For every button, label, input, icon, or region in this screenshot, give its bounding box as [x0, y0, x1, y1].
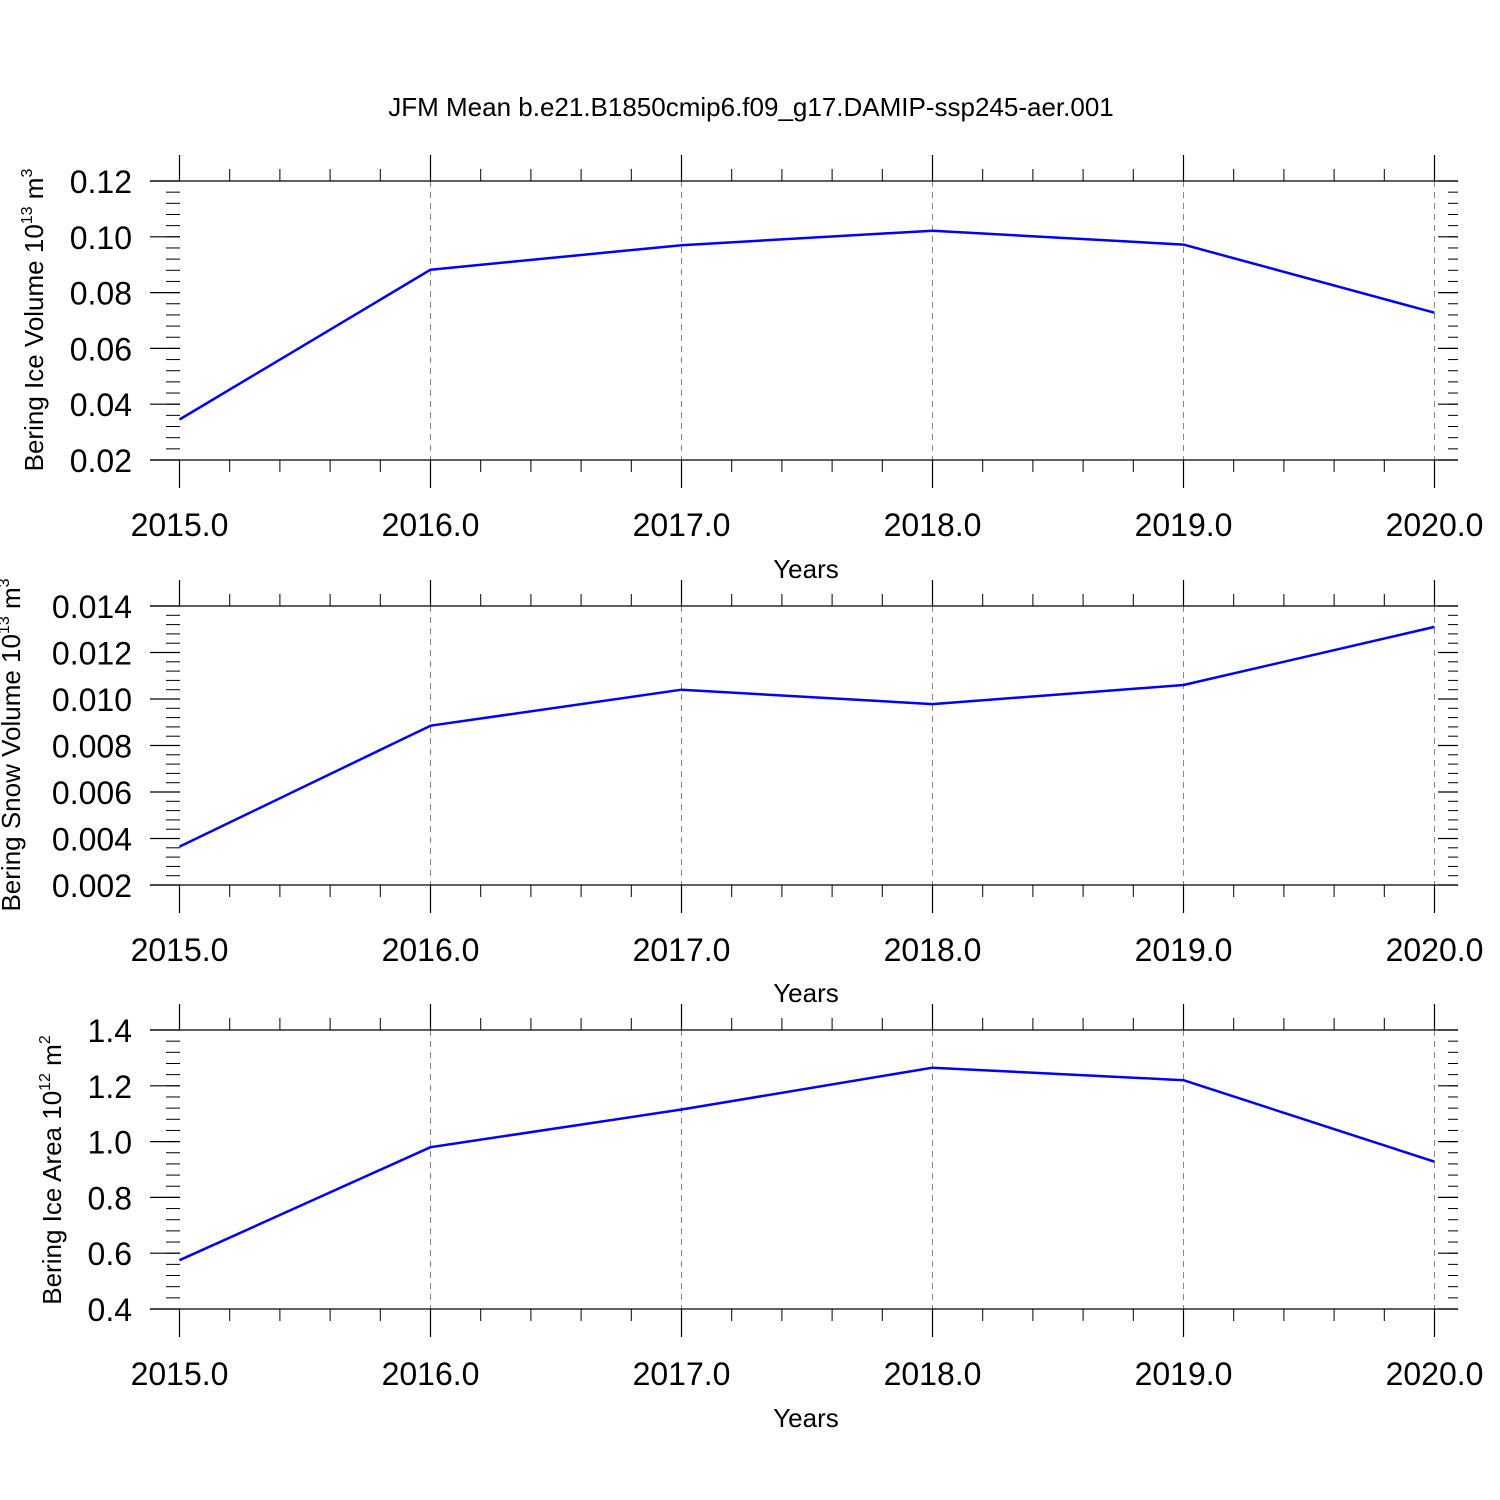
series-line: [178, 229, 1435, 421]
y-tick-label: 0.008: [52, 729, 132, 765]
y-axis-title-exp: 13: [19, 206, 36, 224]
panel-snow-volume: Years Bering Snow Volume 1013 m3 2015.0 2…: [0, 578, 1483, 1008]
x-axis-title: Years: [773, 1403, 839, 1433]
y-axis-title-unit: m: [19, 178, 49, 207]
y-axis-title-text: Bering Snow Volume 10: [0, 634, 26, 912]
y-tick-label: 0.6: [88, 1236, 132, 1272]
x-axis-title: Years: [773, 554, 839, 584]
panel-ice-area: Years Bering Ice Area 1012 m2 2015.0 2016…: [37, 1004, 1483, 1433]
x-tick-label: 2018.0: [884, 1356, 982, 1392]
y-tick-label: 0.8: [88, 1180, 132, 1216]
y-tick-label: 1.4: [88, 1013, 132, 1049]
x-tick-label: 2016.0: [382, 1356, 480, 1392]
x-tick-label: 2019.0: [1135, 507, 1233, 543]
x-tick-label: 2017.0: [633, 1356, 731, 1392]
x-tick-label: 2020.0: [1386, 932, 1484, 968]
y-axis-title-text: Bering Ice Area 10: [37, 1091, 67, 1305]
y-tick-label: 0.10: [70, 220, 132, 256]
y-tick-label: 0.02: [70, 443, 132, 479]
y-axis-title: Bering Ice Area 1012 m2: [37, 1035, 67, 1305]
y-tick-label: 0.014: [52, 589, 132, 625]
y-axis-title-unit-exp: 3: [0, 578, 13, 587]
x-tick-label: 2019.0: [1135, 1356, 1233, 1392]
x-axis-title: Years: [773, 978, 839, 1008]
x-tick-label: 2017.0: [633, 507, 731, 543]
y-tick-label: 0.004: [52, 822, 132, 858]
y-tick-label: 0.08: [70, 276, 132, 312]
y-tick-label: 0.12: [70, 164, 132, 200]
x-tick-label: 2016.0: [382, 507, 480, 543]
x-tick-label: 2015.0: [131, 507, 229, 543]
y-axis-title-unit: m: [0, 587, 26, 616]
y-tick-label: 0.010: [52, 682, 132, 718]
y-tick-label: 0.04: [70, 387, 132, 423]
figure-title: JFM Mean b.e21.B1850cmip6.f09_g17.DAMIP-…: [388, 92, 1114, 122]
y-axis-title-unit-exp: 2: [37, 1035, 54, 1044]
x-tick-label: 2015.0: [131, 1356, 229, 1392]
y-axis-title-exp: 12: [37, 1073, 54, 1091]
y-tick-label: 0.4: [88, 1292, 132, 1328]
y-axis-title-text: Bering Ice Volume 10: [19, 224, 49, 471]
series-line: [178, 625, 1435, 848]
y-axis-title: Bering Snow Volume 1013 m3: [0, 578, 26, 911]
y-axis-title-unit-exp: 3: [19, 169, 36, 178]
x-tick-label: 2018.0: [884, 507, 982, 543]
y-tick-label: 1.0: [88, 1125, 132, 1161]
panel-ice-volume: Years Bering Ice Volume 1013 m3 2015.0 20…: [19, 155, 1483, 584]
y-tick-label: 1.2: [88, 1069, 132, 1105]
x-tick-label: 2019.0: [1135, 932, 1233, 968]
x-tick-label: 2020.0: [1386, 1356, 1484, 1392]
y-tick-label: 0.012: [52, 636, 132, 672]
series-line: [178, 1066, 1435, 1262]
y-axis-title-unit: m: [37, 1044, 67, 1073]
x-tick-label: 2018.0: [884, 932, 982, 968]
x-tick-label: 2020.0: [1386, 507, 1484, 543]
y-tick-label: 0.006: [52, 775, 132, 811]
y-tick-label: 0.06: [70, 331, 132, 367]
y-axis-title: Bering Ice Volume 1013 m3: [19, 169, 49, 472]
x-tick-label: 2017.0: [633, 932, 731, 968]
x-tick-label: 2016.0: [382, 932, 480, 968]
y-axis-title-exp: 13: [0, 616, 13, 634]
x-tick-label: 2015.0: [131, 932, 229, 968]
y-tick-label: 0.002: [52, 868, 132, 904]
